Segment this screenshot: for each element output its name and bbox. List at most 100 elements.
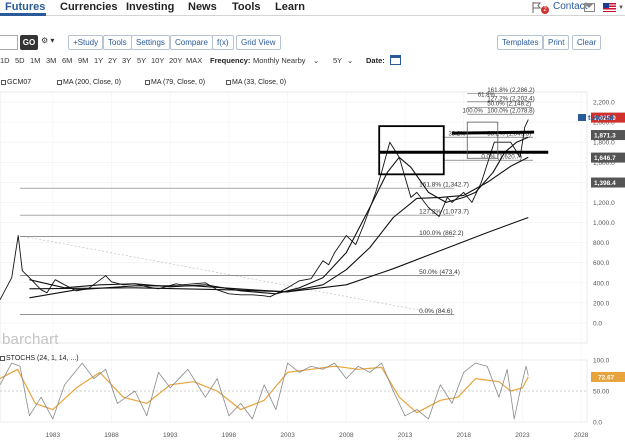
x-tick-label: 2008: [339, 432, 354, 439]
x-tick-label: 2028: [574, 432, 589, 439]
annotation-line: [451, 130, 535, 135]
templates-button[interactable]: Templates: [497, 35, 544, 50]
price-badge-label: 1,871.3: [594, 133, 616, 140]
fib-level-label: 50.0% (2,148.2): [487, 101, 531, 108]
period-select[interactable]: 5Y: [333, 56, 343, 65]
frequency-label: Frequency:: [210, 56, 251, 65]
grid-layer: [0, 91, 588, 423]
range-1y[interactable]: 1Y: [94, 56, 104, 65]
guide-layer: [23, 236, 435, 314]
stoch-tick-label: 50.00: [593, 389, 610, 396]
x-tick-label: 2013: [398, 432, 413, 439]
film-icon: [578, 114, 586, 121]
y-tick-label: 200.0: [593, 300, 610, 307]
fib-level-label: 100.0% (862.2): [419, 230, 463, 237]
range-3m[interactable]: 3M: [46, 56, 57, 65]
fib-level-label: 127.2% (1,073.7): [419, 209, 469, 216]
legend-item-ma79[interactable]: MA (79, Close, 0): [145, 79, 205, 86]
range-1d[interactable]: 1D: [0, 56, 10, 65]
symbol-input[interactable]: [0, 35, 18, 50]
symbol-color-swatch: [1, 80, 6, 85]
range-bar: 1D 5D 1M 3M 6M 9M 1Y 2Y 3Y 5Y 10Y 20Y MA…: [0, 54, 625, 67]
contact-link[interactable]: Contact: [553, 1, 588, 12]
calendar-icon[interactable]: [390, 55, 401, 65]
chart-options-dropdown[interactable]: ⚙ ▾: [41, 36, 55, 45]
price-panel-frame: [0, 91, 588, 344]
legend-ma79-label: MA (79, Close, 0): [151, 79, 206, 86]
price-badge-label: 1,646.7: [594, 155, 616, 162]
chart-toolbar: GO ⚙ ▾ +Study Tools Settings Compare f(x…: [0, 31, 625, 53]
range-3y[interactable]: 3Y: [122, 56, 132, 65]
price-badges: 2,025.0 1,871.3 1,646.7 1,398.4: [591, 112, 625, 188]
ma200-color-swatch: [57, 80, 62, 85]
range-1m[interactable]: 1M: [30, 56, 41, 65]
annotation-box: [466, 121, 499, 159]
ma33-color-swatch: [226, 80, 231, 85]
stoch-value-label: 72.67: [598, 374, 615, 381]
legend-ma200-label: MA (200, Close, 0): [63, 79, 121, 86]
y-tick-label: 1,800.0: [593, 140, 615, 147]
y-tick-label: 0.0: [593, 320, 602, 327]
frequency-chevron-icon[interactable]: ⌄: [313, 56, 320, 65]
fib-prefix-label: 61.8%: [478, 93, 496, 99]
tutorial-link[interactable]: tutorial: [578, 113, 613, 122]
price-badge-label: 1,398.4: [594, 180, 616, 187]
us-flag-icon[interactable]: [603, 3, 616, 12]
stoch-fast-line: [0, 362, 529, 420]
fib-level-label: 50.0% (473.4): [419, 269, 460, 276]
go-button[interactable]: GO: [20, 35, 38, 50]
fib-level-label: 38.2% (1,849.5): [487, 131, 531, 138]
flag-icon[interactable]: [532, 2, 542, 13]
range-20y[interactable]: 20Y: [169, 56, 183, 65]
y-tick-label: 1,200.0: [593, 200, 615, 207]
legend-ma33-label: MA (33, Close, 0): [232, 79, 287, 86]
add-study-button[interactable]: +Study: [68, 35, 104, 50]
mail-icon[interactable]: [584, 3, 595, 12]
ma79-color-swatch: [145, 80, 150, 85]
function-button[interactable]: f(x): [212, 35, 234, 50]
date-label: Date:: [366, 56, 385, 65]
chevron-down-icon[interactable]: ▼: [618, 5, 624, 11]
fib-level-label: 161.8% (1,342.7): [419, 182, 469, 189]
range-6m[interactable]: 6M: [62, 56, 73, 65]
range-2y[interactable]: 2Y: [108, 56, 118, 65]
x-tick-label: 1988: [104, 432, 119, 439]
nav-futures[interactable]: Futures: [5, 1, 46, 13]
legend-item-ma200[interactable]: MA (200, Close, 0): [57, 79, 121, 86]
nav-news[interactable]: News: [188, 1, 217, 13]
legend-symbol-label: GCM07: [7, 79, 32, 86]
stoch-legend-label: STOCHS (24, 1, 14, ...): [6, 355, 79, 362]
range-5y[interactable]: 5Y: [137, 56, 147, 65]
nav-currencies[interactable]: Currencies: [60, 1, 118, 13]
range-5d[interactable]: 5D: [15, 56, 25, 65]
x-tick-label: 1993: [163, 432, 178, 439]
legend-item-symbol[interactable]: GCM07: [1, 79, 31, 86]
range-9m[interactable]: 9M: [78, 56, 89, 65]
nav-investing[interactable]: Investing: [126, 1, 175, 13]
grid-view-button[interactable]: Grid View: [236, 35, 281, 50]
print-button[interactable]: Print: [543, 35, 570, 50]
y-tick-label: 400.0: [593, 280, 610, 287]
frequency-select[interactable]: Monthly Nearby: [253, 56, 306, 65]
notification-badge: 2: [541, 6, 549, 14]
trend-line: [23, 236, 435, 314]
y-tick-label: 600.0: [593, 260, 610, 267]
y-tick-label: 1,600.0: [593, 160, 615, 167]
range-10y[interactable]: 10Y: [151, 56, 165, 65]
range-max[interactable]: MAX: [186, 56, 203, 65]
legend-item-ma33[interactable]: MA (33, Close, 0): [226, 79, 286, 86]
nav-tools[interactable]: Tools: [232, 1, 261, 13]
settings-button[interactable]: Settings: [131, 35, 170, 50]
stoch-slow-line: [0, 365, 529, 414]
x-tick-label: 2018: [456, 432, 471, 439]
time-axis: 1983 1988 1993 1998 2003 2008 2013 2018 2023 2028: [46, 432, 589, 439]
nav-learn[interactable]: Learn: [275, 1, 305, 13]
fib-level-label: 0.0% (84.6): [419, 308, 453, 315]
stoch-tick-label: 0.0: [593, 420, 602, 427]
period-chevron-icon[interactable]: ⌄: [347, 56, 354, 65]
annotation-layer[interactable]: [378, 121, 549, 176]
series-layer: [0, 119, 529, 301]
clear-button[interactable]: Clear: [572, 35, 602, 50]
